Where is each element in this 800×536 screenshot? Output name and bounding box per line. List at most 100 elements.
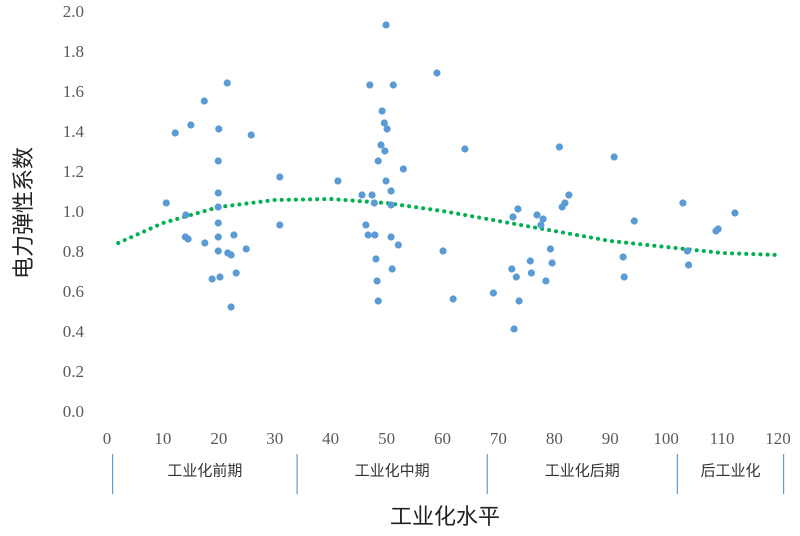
- point: [383, 125, 391, 133]
- x-tick-label: 90: [602, 429, 619, 448]
- point: [370, 199, 378, 207]
- point: [394, 241, 402, 249]
- point: [619, 253, 627, 261]
- point: [214, 203, 222, 211]
- point: [276, 221, 284, 229]
- point: [380, 119, 388, 127]
- point: [200, 97, 208, 105]
- point: [247, 131, 255, 139]
- point: [358, 191, 366, 199]
- point: [399, 165, 407, 173]
- point: [276, 173, 284, 181]
- y-tick-label: 1.2: [63, 162, 84, 181]
- point: [630, 217, 638, 225]
- point: [387, 201, 395, 209]
- point: [364, 231, 372, 239]
- x-tick-label: 30: [266, 429, 283, 448]
- point: [461, 145, 469, 153]
- point: [489, 289, 497, 297]
- point: [537, 221, 545, 229]
- x-tick-label: 50: [378, 429, 395, 448]
- y-axis-title: 电力弹性系数: [12, 147, 37, 279]
- y-tick-label: 0.8: [63, 242, 84, 261]
- point: [214, 157, 222, 165]
- x-tick-label: 0: [103, 429, 112, 448]
- point: [382, 177, 390, 185]
- point: [373, 277, 381, 285]
- point: [214, 233, 222, 241]
- x-tick-label: 20: [210, 429, 227, 448]
- point: [214, 247, 222, 255]
- y-tick-label: 2.0: [63, 2, 84, 21]
- point: [387, 187, 395, 195]
- point: [512, 273, 520, 281]
- point: [374, 297, 382, 305]
- stage-label: 工业化前期: [167, 462, 242, 480]
- x-tick-label: 80: [546, 429, 563, 448]
- y-tick-label: 0.2: [63, 362, 84, 381]
- point: [510, 325, 518, 333]
- point: [684, 261, 693, 269]
- point: [374, 157, 382, 165]
- point: [184, 235, 192, 243]
- point: [515, 297, 523, 305]
- point: [679, 199, 687, 207]
- point: [439, 247, 447, 255]
- x-tick-label: 10: [154, 429, 171, 448]
- y-tick-label: 0.6: [63, 282, 84, 301]
- point: [610, 153, 618, 161]
- point: [561, 199, 569, 207]
- x-axis-title: 工业化水平: [390, 505, 500, 530]
- x-tick-label: 60: [434, 429, 451, 448]
- point: [162, 199, 170, 207]
- point: [232, 269, 240, 277]
- point: [368, 191, 376, 199]
- point: [227, 303, 235, 311]
- point: [377, 141, 385, 149]
- point: [389, 81, 397, 89]
- point: [242, 245, 250, 253]
- point: [214, 219, 222, 227]
- point: [683, 247, 692, 255]
- x-tick-label: 40: [322, 429, 339, 448]
- point: [508, 265, 516, 273]
- y-tick-label: 1.6: [63, 82, 84, 101]
- point: [565, 191, 573, 199]
- point: [714, 225, 722, 233]
- point: [509, 213, 517, 221]
- point: [230, 231, 238, 239]
- point: [214, 189, 222, 197]
- point: [620, 273, 628, 281]
- point: [227, 251, 235, 259]
- point: [171, 129, 179, 137]
- point: [372, 255, 380, 263]
- point: [371, 231, 379, 239]
- point: [514, 205, 522, 213]
- point: [526, 257, 534, 265]
- x-tick-label: 100: [653, 429, 679, 448]
- stage-label: 工业化后期: [545, 462, 620, 480]
- point: [378, 107, 386, 115]
- point: [546, 245, 555, 253]
- point: [542, 277, 550, 285]
- stage-label: 工业化中期: [355, 462, 430, 480]
- point: [731, 209, 739, 217]
- point: [362, 221, 370, 229]
- point: [215, 125, 223, 133]
- x-tick-label: 120: [765, 429, 791, 448]
- point: [387, 233, 395, 241]
- stage-label: 后工业化: [700, 462, 760, 480]
- point: [366, 81, 374, 89]
- y-tick-label: 1.8: [63, 42, 84, 61]
- point: [539, 215, 547, 223]
- point: [382, 21, 390, 29]
- y-tick-label: 1.0: [63, 202, 84, 221]
- point: [223, 79, 231, 87]
- point: [533, 211, 541, 219]
- point: [548, 259, 556, 267]
- point: [334, 177, 342, 185]
- point: [216, 273, 224, 281]
- point: [433, 69, 441, 77]
